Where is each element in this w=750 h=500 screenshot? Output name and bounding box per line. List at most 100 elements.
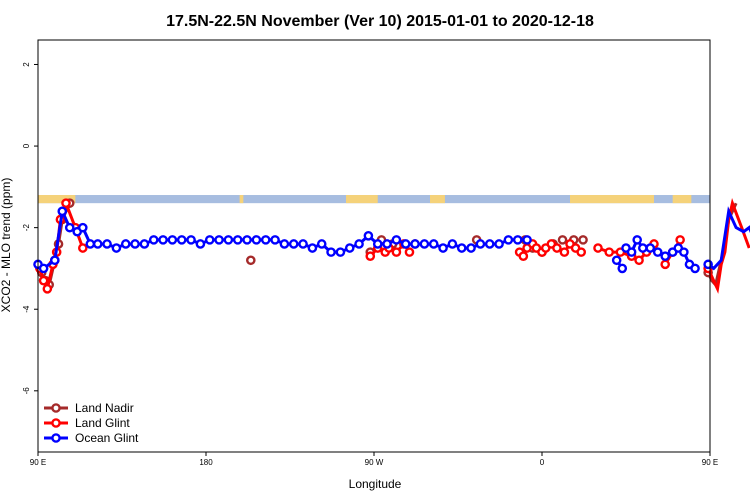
series-layer <box>33 198 750 294</box>
x-tick-label: 90 W <box>365 458 384 467</box>
data-point <box>204 235 215 245</box>
y-tick-label: -6 <box>22 387 31 395</box>
legend-swatch-marker <box>51 433 61 443</box>
data-point <box>64 222 75 233</box>
data-point <box>158 235 168 245</box>
data-point <box>559 247 570 257</box>
data-point <box>484 239 495 249</box>
data-point <box>438 243 448 253</box>
data-point <box>186 235 196 245</box>
land-band <box>38 195 76 204</box>
x-axis-label: Longitude <box>349 477 402 491</box>
y-tick-label: 2 <box>22 62 31 67</box>
data-point <box>404 247 415 257</box>
data-point <box>307 243 318 253</box>
data-point <box>645 243 656 253</box>
data-point <box>102 239 112 249</box>
y-tick-label: -4 <box>22 305 31 313</box>
legend-entry: Land Nadir <box>44 401 134 415</box>
data-point <box>176 235 187 245</box>
data-point <box>456 243 467 253</box>
data-point <box>660 251 671 261</box>
data-point <box>279 239 290 249</box>
data-point <box>611 255 622 266</box>
data-point <box>288 239 299 249</box>
data-point <box>690 263 700 274</box>
data-point <box>365 251 376 261</box>
legend-swatch-marker <box>51 403 61 413</box>
data-point <box>223 235 234 245</box>
data-point <box>557 235 568 245</box>
data-point <box>335 247 346 257</box>
legend-label: Land Glint <box>75 416 130 430</box>
land-band <box>430 195 445 204</box>
data-point <box>634 255 644 266</box>
data-point <box>675 235 685 245</box>
data-point <box>245 255 256 266</box>
series-line-land-glint <box>706 198 750 294</box>
axis-ticks: 90 E 180 90 W 0 90 E 2 0 -2 -4 -6 <box>22 62 718 467</box>
data-point <box>638 243 648 253</box>
data-point <box>38 275 49 286</box>
data-point <box>130 239 140 249</box>
data-point <box>475 239 486 249</box>
data-point <box>78 243 88 253</box>
data-point <box>57 206 68 217</box>
x-tick-label: 90 E <box>30 458 46 467</box>
land-band <box>570 195 654 204</box>
data-point <box>447 239 458 249</box>
data-point <box>518 251 529 261</box>
data-point <box>298 239 308 249</box>
legend-label: Ocean Glint <box>75 431 139 445</box>
data-point <box>42 284 53 294</box>
data-point <box>382 239 392 249</box>
data-point <box>61 198 71 208</box>
data-point <box>195 239 206 249</box>
data-point <box>617 263 628 274</box>
data-point <box>242 235 252 245</box>
data-point <box>148 235 159 245</box>
data-point <box>410 239 420 249</box>
land-ocean-strip <box>38 195 710 204</box>
data-point <box>38 263 49 274</box>
data-point <box>354 239 364 249</box>
data-point <box>626 247 637 257</box>
data-point <box>316 239 327 249</box>
data-point <box>326 247 336 257</box>
y-axis-label: XCO2 - MLO trend (ppm) <box>0 178 13 313</box>
data-point <box>214 235 224 245</box>
data-point <box>120 239 131 249</box>
data-point <box>419 239 430 249</box>
land-band <box>346 195 378 204</box>
data-point <box>400 239 411 249</box>
data-point <box>372 239 383 249</box>
data-point <box>85 239 96 249</box>
series-line-ocean-glint <box>707 206 750 271</box>
legend-label: Land Nadir <box>75 401 134 415</box>
data-point <box>344 243 355 253</box>
data-point <box>363 231 374 241</box>
data-point <box>604 247 615 257</box>
x-tick-label: 0 <box>540 458 545 467</box>
legend-entry: Ocean Glint <box>44 431 139 445</box>
data-point <box>111 243 122 253</box>
land-band <box>239 195 244 204</box>
chart-title: 17.5N-22.5N November (Ver 10) 2015-01-01… <box>166 13 594 30</box>
data-point <box>78 222 88 233</box>
data-point <box>251 235 262 245</box>
data-point <box>494 239 504 249</box>
data-point <box>232 235 243 245</box>
x-tick-label: 180 <box>199 458 213 467</box>
data-point <box>50 255 60 266</box>
data-point <box>576 247 587 257</box>
data-point <box>522 235 532 245</box>
data-point <box>632 235 643 245</box>
data-point <box>260 235 271 245</box>
data-point <box>428 239 439 249</box>
data-point <box>391 235 402 245</box>
data-point <box>703 259 713 270</box>
data-point <box>578 235 588 245</box>
data-point <box>552 243 562 253</box>
data-point <box>652 247 663 257</box>
